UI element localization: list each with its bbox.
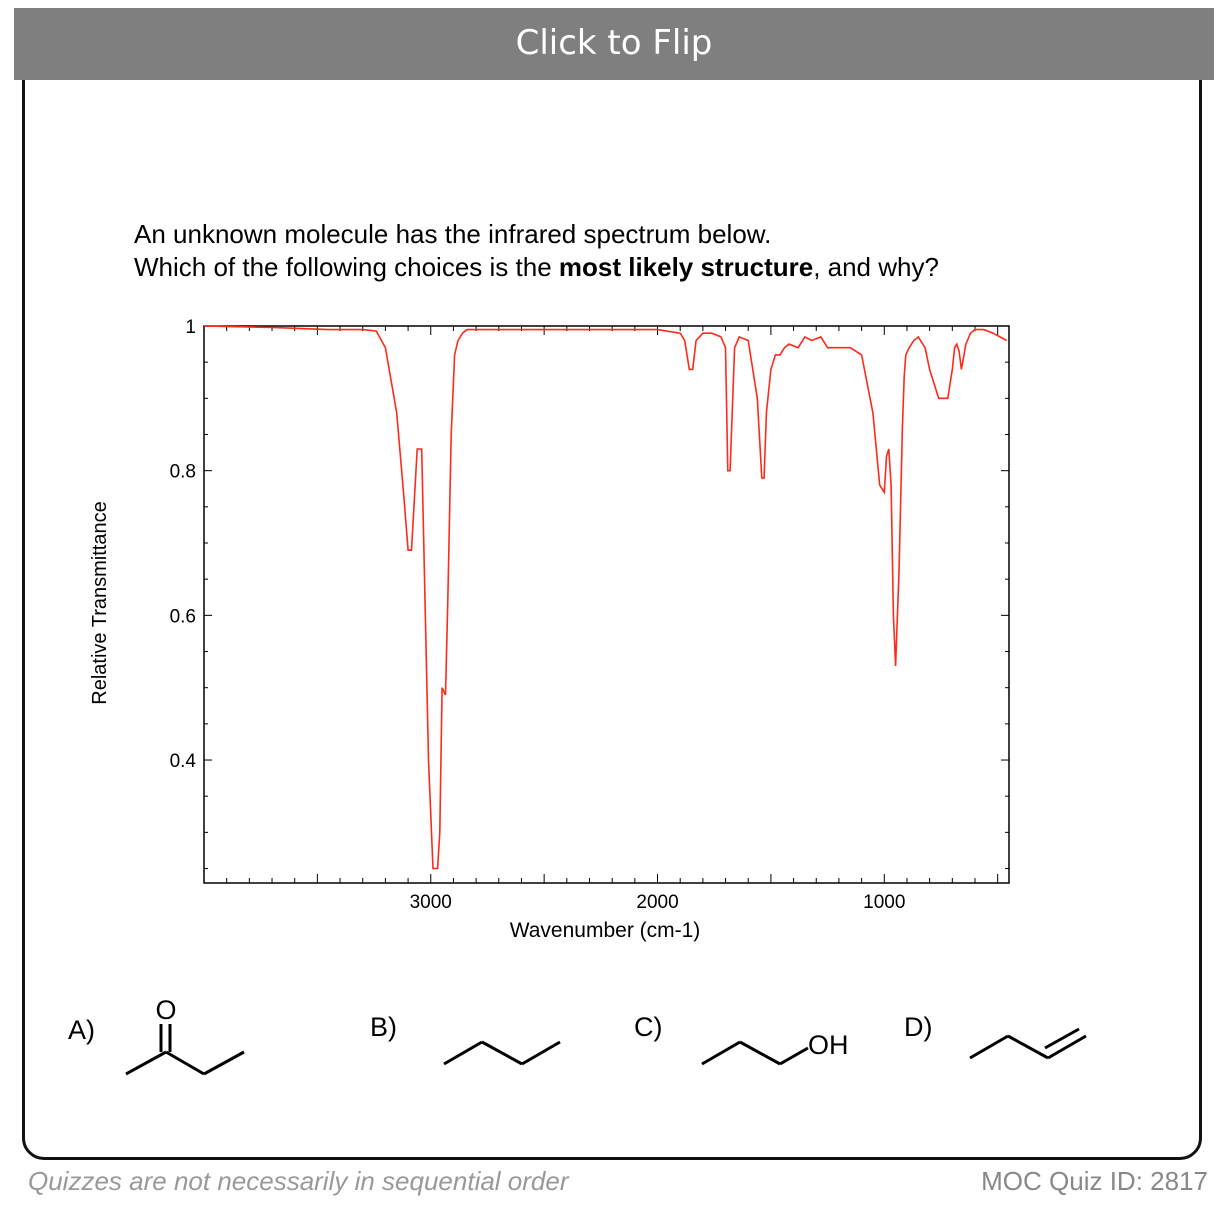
x-tick-label: 1000: [863, 892, 905, 913]
structure-a-butanone: [125, 1024, 245, 1076]
quiz-id: MOC Quiz ID: 2817: [981, 1166, 1208, 1196]
flip-button[interactable]: Click to Flip: [14, 8, 1214, 80]
y-axis-ticks: [204, 325, 1009, 870]
structure-c-propanol: [701, 1040, 809, 1066]
x-tick-labels: 3000 2000 1000: [410, 892, 906, 913]
question-text: An unknown molecule has the infrared spe…: [134, 218, 939, 284]
question-line-2-end: , and why?: [813, 252, 939, 282]
choice-d-label[interactable]: D): [904, 1012, 933, 1042]
x-tick-label: 2000: [636, 892, 678, 913]
question-emphasis: most likely structure: [558, 252, 814, 282]
y-tick-label: 0.6: [170, 606, 196, 627]
structure-d-butene: [969, 1027, 1087, 1060]
structure-b-butane: [443, 1040, 561, 1066]
carbonyl-oxygen-label: O: [155, 995, 176, 1025]
y-tick-labels: 1 0.8 0.6 0.4: [170, 317, 197, 772]
footer-disclaimer: Quizzes are not necessarily in sequentia…: [28, 1166, 569, 1196]
flashcard[interactable]: [22, 14, 1202, 1160]
question-line-2-start: Which of the following choices is the: [134, 252, 559, 282]
x-axis-label: Wavenumber (cm-1): [510, 919, 701, 942]
question-line-2: Which of the following choices is the mo…: [134, 251, 939, 284]
question-line-1: An unknown molecule has the infrared spe…: [134, 219, 772, 249]
plot-frame: [203, 325, 1010, 884]
y-tick-label: 0.4: [170, 751, 197, 772]
y-tick-label: 0.8: [170, 462, 196, 483]
transmittance-series-line: [203, 325, 1008, 870]
x-axis-ticks: [203, 326, 999, 883]
choice-a-label[interactable]: A): [68, 1015, 95, 1045]
choice-b-label[interactable]: B): [370, 1012, 397, 1042]
y-tick-label: 1: [185, 317, 196, 338]
choice-c-label[interactable]: C): [634, 1012, 663, 1042]
hydroxyl-group-label: OH: [808, 1030, 849, 1060]
x-tick-label: 3000: [410, 892, 452, 913]
y-axis-label: Relative Transmittance: [89, 501, 111, 704]
